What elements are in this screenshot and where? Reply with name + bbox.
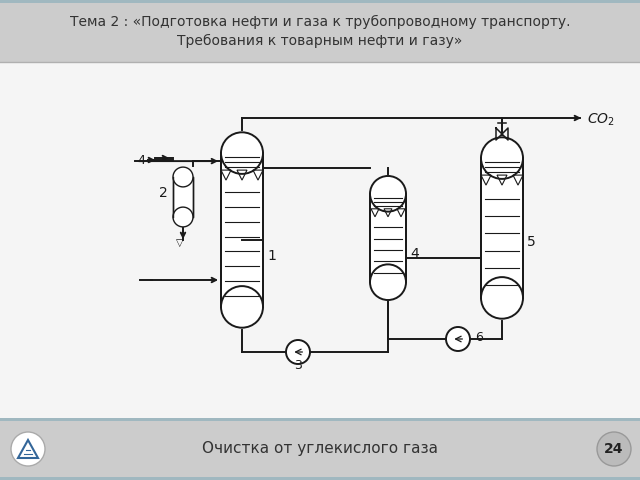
Bar [0, 418, 640, 421]
Text: 4: 4 [410, 247, 419, 261]
Text: 6: 6 [475, 331, 483, 344]
Bar [0, 418, 640, 480]
Bar [0, 477, 640, 480]
Bar [0, 0, 640, 62]
Ellipse shape [370, 176, 406, 212]
Text: Требования к товарным нефти и газу»: Требования к товарным нефти и газу» [177, 34, 463, 48]
Bar [173, 177, 193, 217]
Bar [370, 194, 406, 282]
Text: 24: 24 [604, 442, 624, 456]
Text: 4: 4 [137, 154, 145, 167]
Text: $CO_2$: $CO_2$ [587, 112, 615, 128]
Bar [0, 62, 640, 418]
Text: Тема 2 : «Подготовка нефти и газа к трубопроводному транспорту.: Тема 2 : «Подготовка нефти и газа к труб… [70, 15, 570, 29]
Text: 2: 2 [159, 186, 168, 200]
Ellipse shape [481, 277, 523, 319]
Ellipse shape [173, 207, 193, 227]
Bar [221, 153, 263, 307]
Bar [481, 158, 523, 298]
Ellipse shape [481, 137, 523, 179]
Text: ▽: ▽ [176, 238, 184, 248]
Ellipse shape [370, 264, 406, 300]
Circle shape [446, 327, 470, 351]
Text: Очистка от углекислого газа: Очистка от углекислого газа [202, 442, 438, 456]
Ellipse shape [221, 286, 263, 328]
Circle shape [286, 340, 310, 364]
Ellipse shape [173, 167, 193, 187]
Ellipse shape [221, 132, 263, 174]
Text: 5: 5 [527, 235, 536, 249]
Circle shape [597, 432, 631, 466]
Text: 1: 1 [267, 249, 276, 263]
Circle shape [11, 432, 45, 466]
Bar [0, 0, 640, 3]
Text: 3: 3 [294, 359, 302, 372]
